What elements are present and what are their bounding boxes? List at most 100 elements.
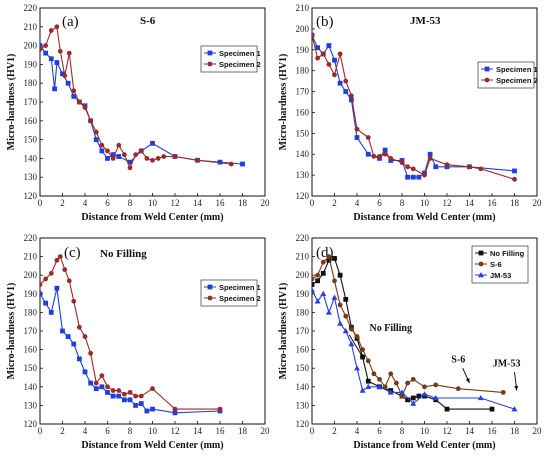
data-point	[377, 376, 382, 382]
data-point	[88, 118, 94, 124]
data-point	[138, 393, 144, 399]
data-point	[478, 166, 484, 172]
data-point	[360, 347, 366, 352]
data-point	[93, 137, 99, 142]
y-tick-label: 170	[296, 326, 310, 336]
panel-label: (a)	[62, 14, 79, 30]
legend-entry: Specimen 1	[496, 65, 538, 74]
data-point	[432, 394, 439, 401]
data-point	[71, 93, 77, 99]
y-tick-label: 220	[296, 233, 310, 243]
annotation-arrowhead	[359, 354, 364, 359]
data-point	[62, 73, 68, 79]
data-point	[312, 32, 315, 38]
data-point	[512, 176, 517, 182]
data-point	[105, 384, 110, 390]
data-point	[48, 270, 54, 276]
y-tick-label: 150	[296, 128, 310, 138]
data-point	[427, 151, 433, 157]
legend-swatch-marker	[207, 61, 213, 67]
y-tick-label: 180	[296, 307, 310, 317]
y-tick-label: 190	[296, 45, 310, 55]
legend-box	[200, 45, 258, 73]
series-line	[312, 35, 515, 180]
data-point	[99, 384, 105, 390]
panel-label: (b)	[316, 14, 334, 30]
data-point	[110, 388, 116, 393]
data-point	[40, 43, 43, 48]
y-tick-label: 120	[24, 191, 38, 201]
data-point	[405, 380, 411, 386]
chart-panel-b: 0 2 4 6 8 10 12 14 16 18 20 120 130 140 150 160 170 180 19…	[278, 3, 542, 223]
data-point	[444, 162, 450, 168]
x-tick-label: 18	[510, 198, 520, 208]
data-point	[410, 395, 416, 401]
data-point	[105, 389, 110, 395]
data-point	[99, 142, 105, 148]
data-point	[66, 278, 72, 284]
x-tick-label: 2	[60, 198, 65, 208]
data-point	[315, 45, 321, 51]
y-tick-label: 140	[24, 382, 38, 392]
y-axis-label: Micro-hardness (HV1)	[278, 54, 289, 151]
x-tick-label: 4	[83, 198, 88, 208]
data-point	[320, 290, 327, 296]
data-point	[376, 383, 383, 389]
x-tick-label: 20	[533, 426, 543, 436]
data-point	[325, 309, 332, 315]
data-point	[88, 350, 94, 356]
data-point	[337, 320, 344, 326]
data-point	[121, 391, 127, 397]
data-point	[467, 164, 472, 170]
data-point	[320, 51, 326, 57]
y-tick-label: 180	[24, 307, 38, 317]
data-point	[382, 147, 388, 153]
data-point	[354, 126, 360, 132]
data-point	[354, 334, 360, 339]
data-point	[348, 97, 354, 103]
plot-frame	[39, 237, 266, 425]
x-tick-label: 18	[510, 426, 520, 436]
data-point	[93, 380, 99, 386]
y-tick-label: 120	[296, 191, 310, 201]
data-point	[54, 285, 60, 291]
data-point	[365, 151, 371, 157]
y-tick-label: 170	[296, 87, 310, 97]
legend-entry: Specimen 1	[219, 49, 261, 58]
data-point	[337, 302, 343, 308]
chart-panel-a: 0 2 4 6 8 10 12 14 16 18 20 120 130 140 150 160 170 180 19…	[6, 3, 270, 223]
data-point	[71, 341, 77, 347]
series-jm-53	[312, 287, 518, 412]
y-tick-label: 190	[296, 289, 310, 299]
data-point	[48, 28, 54, 33]
data-point	[348, 93, 354, 99]
x-tick-label: 0	[38, 198, 43, 208]
data-point	[76, 356, 82, 362]
data-point	[43, 43, 49, 48]
data-point	[388, 371, 394, 377]
y-tick-label: 180	[296, 66, 310, 76]
data-point	[343, 296, 349, 302]
x-axis-label: Distance from Weld Center (mm)	[81, 212, 223, 223]
data-point	[71, 298, 77, 304]
data-point	[138, 401, 144, 406]
y-tick-label: 150	[24, 135, 38, 145]
x-tick-label: 14	[465, 198, 475, 208]
data-point	[48, 56, 54, 62]
data-point	[43, 300, 49, 306]
data-point	[116, 393, 122, 399]
data-point	[76, 99, 82, 105]
y-tick-label: 130	[296, 400, 310, 410]
y-tick-label: 150	[24, 363, 38, 373]
x-tick-label: 2	[332, 198, 337, 208]
x-tick-label: 16	[488, 198, 498, 208]
data-point	[127, 165, 133, 171]
data-point	[500, 389, 506, 395]
data-point	[43, 50, 49, 56]
data-point	[477, 394, 484, 401]
x-tick-label: 4	[83, 426, 88, 436]
data-point	[332, 72, 337, 78]
y-tick-label: 140	[296, 149, 310, 159]
data-point	[57, 48, 63, 54]
data-point	[382, 151, 388, 157]
